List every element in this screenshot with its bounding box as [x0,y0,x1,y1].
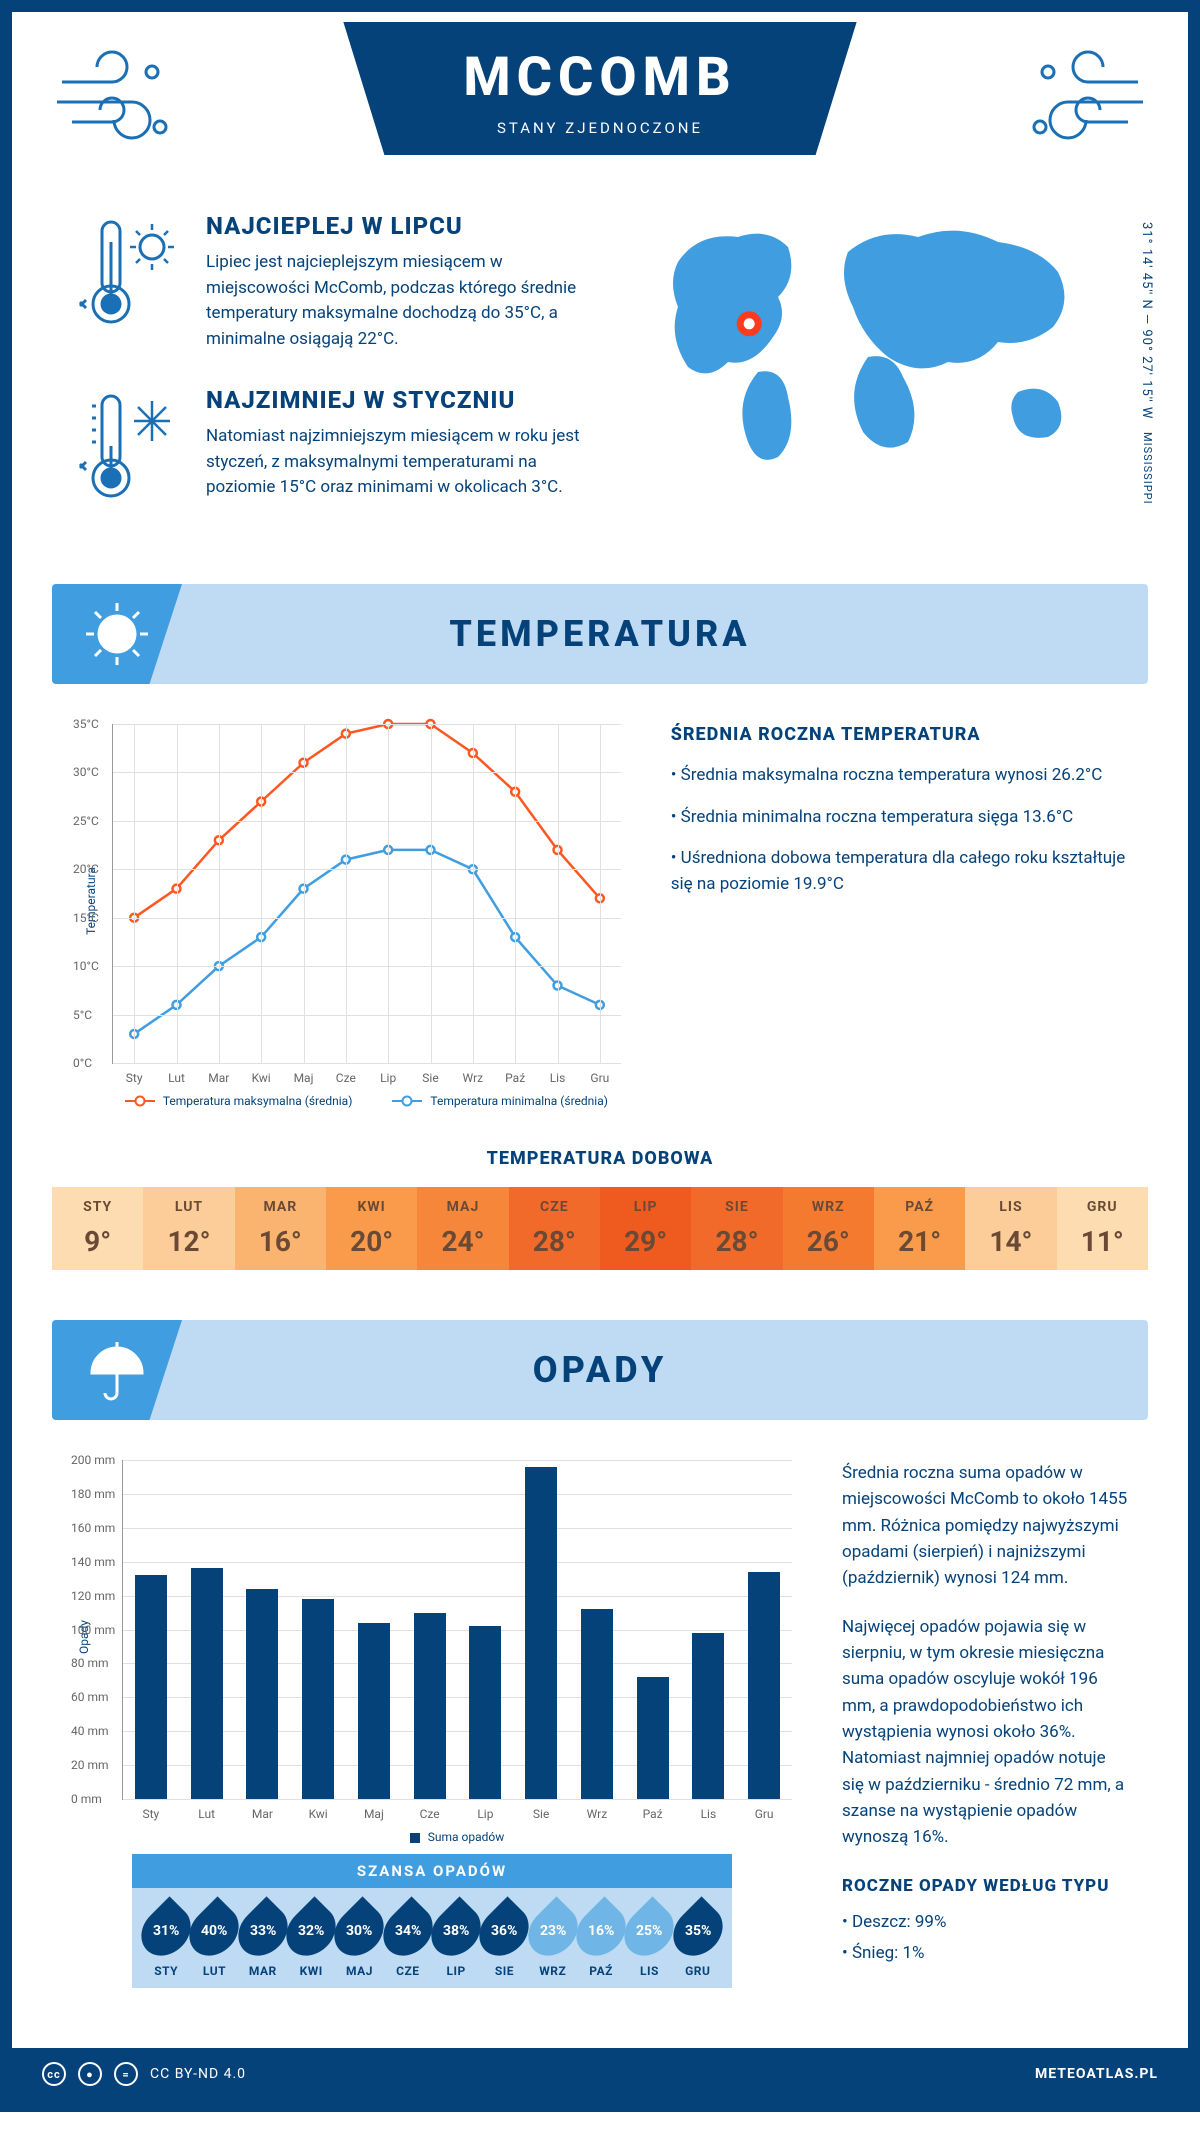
chance-drop: 40% LUT [190,1904,238,1978]
temperature-title: TEMPERATURA [449,613,750,655]
month-cell: WRZ26° [783,1187,874,1270]
city-title: MCCOMB [463,46,736,109]
chance-drop: 38% LIP [432,1904,480,1978]
country-subtitle: STANY ZJEDNOCZONE [463,119,736,137]
bar-legend: Suma opadów [122,1830,792,1844]
thermometer-snow-icon [72,386,182,510]
bar [692,1633,724,1799]
chance-drop: 33% MAR [239,1904,287,1978]
month-cell: KWI20° [326,1187,417,1270]
region-label: MISSISSIPPI [1141,432,1154,505]
world-map: 31° 14' 45'' N — 90° 27' 15'' W MISSISSI… [648,212,1128,544]
opady-para-2: Najwięcej opadów pojawia się w sierpniu,… [842,1614,1128,1851]
temperature-banner: TEMPERATURA [52,584,1148,684]
type-bullet: • Deszcz: 99% [842,1909,1128,1935]
bar [191,1568,223,1799]
month-cell: MAJ24° [417,1187,508,1270]
legend-item: Temperatura maksymalna (średnia) [125,1094,353,1108]
bar [302,1599,334,1799]
fact-coldest: NAJZIMNIEJ W STYCZNIU Natomiast najzimni… [72,386,608,510]
chance-drop: 36% SIE [480,1904,528,1978]
title-banner: MCCOMB STANY ZJEDNOCZONE [343,22,856,155]
temperature-summary: ŚREDNIA ROCZNA TEMPERATURA • Średnia mak… [671,724,1128,1108]
month-cell: MAR16° [235,1187,326,1270]
month-cell: GRU11° [1057,1187,1148,1270]
site-label: METEOATLAS.PL [1035,2066,1158,2082]
fact-cold-text: Natomiast najzimniejszym miesiącem w rok… [206,424,608,501]
chance-drop: 23% WRZ [529,1904,577,1978]
fact-hottest: NAJCIEPLEJ W LIPCU Lipiec jest najcieple… [72,212,608,352]
wind-icon [1018,42,1148,156]
temperature-line-chart: Temperatura 0°C5°C10°C15°C20°C25°C30°C35… [72,724,621,1108]
temp-bullet: • Uśredniona dobowa temperatura dla całe… [671,846,1128,897]
chance-drop: 25% LIS [625,1904,673,1978]
header: MCCOMB STANY ZJEDNOCZONE [12,12,1188,202]
precipitation-chance-box: SZANSA OPADÓW 31% STY 40% LUT 33% MAR 32… [132,1854,732,1988]
chance-drop: 34% CZE [384,1904,432,1978]
chance-drop: 31% STY [142,1904,190,1978]
legend-item: Temperatura minimalna (średnia) [392,1094,608,1108]
temp-bullet: • Średnia minimalna roczna temperatura s… [671,805,1128,831]
thermometer-sun-icon [72,212,182,352]
nd-icon: = [114,2062,138,2086]
bar [525,1467,557,1799]
daily-temp-title: TEMPERATURA DOBOWA [12,1148,1188,1169]
coordinates-label: 31° 14' 45'' N — 90° 27' 15'' W [1139,222,1154,419]
bar [637,1677,669,1799]
bar [581,1609,613,1799]
chance-drop: 32% KWI [287,1904,335,1978]
bar [135,1575,167,1799]
month-cell: CZE28° [509,1187,600,1270]
fact-hot-text: Lipiec jest najcieplejszym miesiącem w m… [206,250,608,352]
sun-icon [52,584,182,684]
footer: cc ● = CC BY-ND 4.0 METEOATLAS.PL [12,2048,1188,2100]
precipitation-title: OPADY [533,1349,668,1391]
avg-temp-title: ŚREDNIA ROCZNA TEMPERATURA [671,724,1128,745]
bar [414,1613,446,1799]
precip-type-title: ROCZNE OPADY WEDŁUG TYPU [842,1873,1128,1899]
fact-hot-title: NAJCIEPLEJ W LIPCU [206,212,608,240]
month-cell: PAŹ21° [874,1187,965,1270]
intro-section: NAJCIEPLEJ W LIPCU Lipiec jest najcieple… [12,202,1188,584]
daily-temp-strip: STY9° LUT12° MAR16° KWI20° MAJ24° CZE28°… [52,1187,1148,1270]
fact-cold-title: NAJZIMNIEJ W STYCZNIU [206,386,608,414]
type-bullet: • Śnieg: 1% [842,1940,1128,1966]
chance-drop: 30% MAJ [335,1904,383,1978]
by-icon: ● [78,2062,102,2086]
bar [358,1623,390,1799]
month-cell: STY9° [52,1187,143,1270]
page-frame: MCCOMB STANY ZJEDNOCZONE NA [0,0,1200,2112]
opady-para-1: Średnia roczna suma opadów w miejscowośc… [842,1460,1128,1592]
precipitation-banner: OPADY [52,1320,1148,1420]
cc-icon: cc [42,2062,66,2086]
chance-drop: 16% PAŹ [577,1904,625,1978]
precipitation-bar-chart: Opady 0 mm20 mm40 mm60 mm80 mm100 mm120 … [72,1460,792,2028]
precipitation-summary: Średnia roczna suma opadów w miejscowośc… [842,1460,1128,2028]
chart-legend: Temperatura maksymalna (średnia) Temperat… [112,1094,621,1108]
chance-title: SZANSA OPADÓW [132,1854,732,1888]
month-cell: LUT12° [143,1187,234,1270]
umbrella-icon [52,1320,182,1420]
wind-icon [52,42,182,156]
bar [469,1626,501,1799]
bar [748,1572,780,1799]
chance-drop: 35% GRU [674,1904,722,1978]
license-label: CC BY-ND 4.0 [150,2066,246,2082]
bar [246,1589,278,1799]
temp-bullet: • Średnia maksymalna roczna temperatura … [671,763,1128,789]
month-cell: LIS14° [965,1187,1056,1270]
month-cell: LIP29° [600,1187,691,1270]
month-cell: SIE28° [691,1187,782,1270]
